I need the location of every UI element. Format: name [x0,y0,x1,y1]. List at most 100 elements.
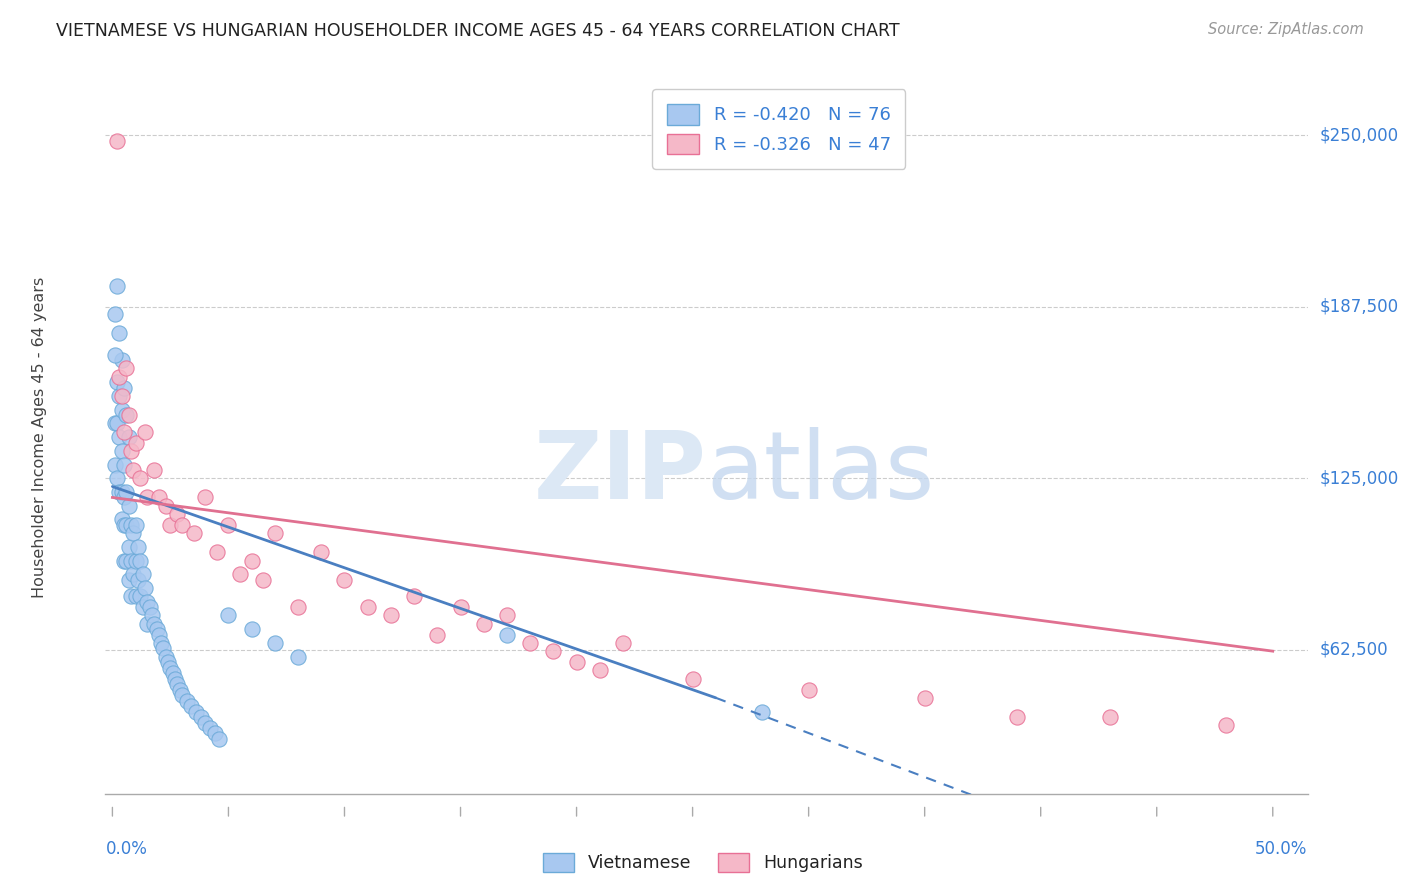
Point [148,628,170,642]
Point [180,699,202,714]
Point [155,649,177,664]
Point [152,641,174,656]
Text: Source: ZipAtlas.com: Source: ZipAtlas.com [1208,22,1364,37]
Point [263,526,285,541]
Point [111,485,134,500]
Point [112,517,135,532]
Legend: Vietnamese, Hungarians: Vietnamese, Hungarians [536,846,870,879]
Point [124,517,146,532]
Point [217,517,239,532]
Point [166,677,188,691]
Point [1099,710,1122,724]
Point [127,573,149,587]
Point [105,134,128,148]
Point [751,705,773,719]
Point [612,636,634,650]
Point [131,600,153,615]
Point [124,589,146,603]
Point [208,731,231,746]
Point [115,553,138,567]
Point [115,361,138,376]
Point [450,600,472,615]
Point [252,573,274,587]
Point [217,608,239,623]
Point [112,425,135,439]
Point [136,491,159,505]
Point [134,425,156,439]
Point [120,443,142,458]
Point [166,507,188,521]
Point [108,430,131,444]
Point [105,279,128,293]
Point [357,600,380,615]
Point [380,608,402,623]
Point [914,690,936,705]
Point [159,517,181,532]
Point [111,512,134,526]
Point [120,589,142,603]
Point [194,715,217,730]
Point [145,622,167,636]
Text: Householder Income Ages 45 - 64 years: Householder Income Ages 45 - 64 years [32,277,46,598]
Point [131,567,153,582]
Point [797,682,820,697]
Point [124,553,146,567]
Point [105,375,128,389]
Point [120,553,142,567]
Point [104,417,127,431]
Point [148,491,170,505]
Point [682,672,704,686]
Point [127,540,149,554]
Point [170,517,193,532]
Point [150,636,173,650]
Point [162,666,184,681]
Point [136,595,159,609]
Point [170,688,193,702]
Point [519,636,541,650]
Point [108,389,131,403]
Point [104,307,127,321]
Point [426,628,449,642]
Point [108,485,131,500]
Point [165,672,187,686]
Point [311,545,333,559]
Point [183,526,205,541]
Point [111,402,134,417]
Point [112,553,135,567]
Point [112,491,135,505]
Point [138,600,160,615]
Point [565,655,588,669]
Point [141,608,163,623]
Point [112,381,135,395]
Point [105,417,128,431]
Point [333,573,356,587]
Point [205,545,228,559]
Text: $62,500: $62,500 [1320,640,1388,659]
Point [198,721,221,735]
Point [115,517,138,532]
Point [122,567,145,582]
Point [129,553,152,567]
Point [104,458,127,472]
Point [108,326,131,340]
Point [105,471,128,485]
Point [122,463,145,477]
Point [287,649,309,664]
Text: 0.0%: 0.0% [105,840,148,858]
Point [124,435,146,450]
Point [120,517,142,532]
Point [159,660,181,674]
Point [155,499,177,513]
Point [118,408,141,422]
Point [240,553,263,567]
Point [229,567,252,582]
Point [111,353,134,368]
Point [115,408,138,422]
Point [104,348,127,362]
Point [108,369,131,384]
Text: VIETNAMESE VS HUNGARIAN HOUSEHOLDER INCOME AGES 45 - 64 YEARS CORRELATION CHART: VIETNAMESE VS HUNGARIAN HOUSEHOLDER INCO… [56,22,900,40]
Text: 50.0%: 50.0% [1256,840,1308,858]
Point [472,616,495,631]
Point [194,491,217,505]
Point [190,710,212,724]
